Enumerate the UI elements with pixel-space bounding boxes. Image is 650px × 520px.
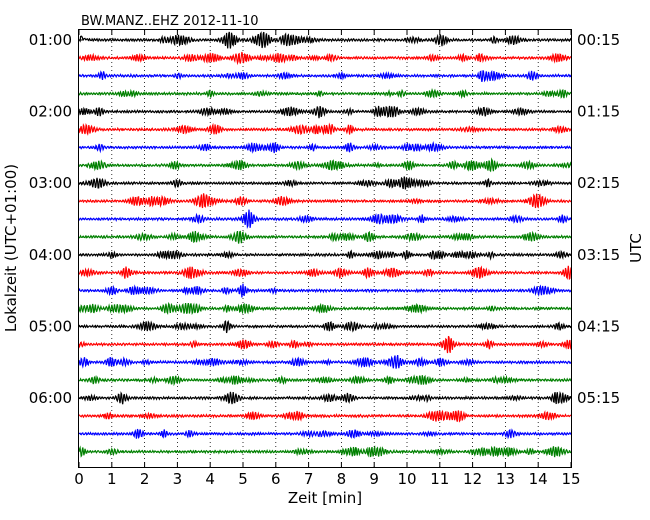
right-tick-label-1: 01:15 bbox=[577, 103, 620, 121]
y-axis-label-right: UTC bbox=[627, 233, 645, 263]
trace-0100 bbox=[78, 31, 572, 49]
right-axis-ticks: 00:15 01:15 02:15 03:15 04:15 05:15 bbox=[566, 31, 620, 407]
x-tick-label-4: 4 bbox=[205, 470, 215, 488]
trace-0215 bbox=[78, 122, 572, 136]
x-tick-label-7: 7 bbox=[304, 470, 314, 488]
trace-0645 bbox=[78, 445, 572, 458]
plot-frame bbox=[78, 29, 572, 468]
left-tick-label-5: 06:00 bbox=[29, 389, 72, 407]
trace-0345 bbox=[78, 230, 572, 244]
seismogram-traces bbox=[78, 31, 572, 458]
trace-0315 bbox=[78, 193, 572, 209]
trace-0515 bbox=[78, 335, 572, 354]
right-tick-label-4: 04:15 bbox=[577, 317, 620, 335]
trace-0400 bbox=[78, 249, 572, 262]
trace-0500 bbox=[78, 319, 572, 334]
right-tick-label-5: 05:15 bbox=[577, 389, 620, 407]
x-axis-label: Zeit [min] bbox=[288, 489, 362, 507]
trace-0330 bbox=[78, 209, 572, 229]
trace-0630 bbox=[78, 428, 572, 440]
trace-0445 bbox=[78, 301, 572, 316]
y-axis-label-left: Lokalzeit (UTC+01:00) bbox=[2, 164, 20, 332]
trace-0200 bbox=[78, 105, 572, 119]
x-tick-label-10: 10 bbox=[397, 470, 416, 488]
x-tick-label-0: 0 bbox=[74, 470, 84, 488]
left-tick-label-0: 01:00 bbox=[29, 31, 72, 49]
x-tick-label-13: 13 bbox=[496, 470, 515, 488]
trace-0545 bbox=[78, 374, 572, 387]
x-tick-label-5: 5 bbox=[238, 470, 248, 488]
trace-0430 bbox=[78, 283, 572, 298]
left-tick-label-3: 04:00 bbox=[29, 246, 72, 264]
trace-0115 bbox=[78, 51, 572, 66]
left-tick-label-1: 02:00 bbox=[29, 103, 72, 121]
trace-0615 bbox=[78, 409, 572, 423]
right-tick-label-2: 02:15 bbox=[577, 174, 620, 192]
x-tick-label-1: 1 bbox=[107, 470, 117, 488]
left-tick-label-4: 05:00 bbox=[29, 317, 72, 335]
trace-0130 bbox=[78, 69, 572, 83]
x-tick-label-8: 8 bbox=[337, 470, 347, 488]
trace-0530 bbox=[78, 354, 572, 369]
left-axis-ticks: 01:00 02:00 03:00 04:00 05:00 06:00 bbox=[29, 31, 84, 407]
trace-0415 bbox=[78, 265, 572, 281]
vertical-gridlines bbox=[111, 30, 539, 467]
x-tick-label-2: 2 bbox=[140, 470, 150, 488]
x-tick-label-3: 3 bbox=[173, 470, 183, 488]
x-tick-label-12: 12 bbox=[463, 470, 482, 488]
right-tick-label-3: 03:15 bbox=[577, 246, 620, 264]
trace-0230 bbox=[78, 140, 572, 154]
trace-0145 bbox=[78, 88, 572, 100]
x-tick-label-14: 14 bbox=[529, 470, 548, 488]
x-tick-label-11: 11 bbox=[430, 470, 449, 488]
trace-0600 bbox=[78, 391, 572, 405]
right-tick-label-0: 00:15 bbox=[577, 31, 620, 49]
x-tick-label-6: 6 bbox=[271, 470, 281, 488]
x-tick-label-9: 9 bbox=[369, 470, 379, 488]
trace-0300 bbox=[78, 176, 572, 190]
x-tick-label-15: 15 bbox=[561, 470, 580, 488]
chart-title: BW.MANZ..EHZ 2012-11-10 bbox=[81, 14, 259, 29]
trace-0245 bbox=[78, 157, 572, 173]
left-tick-label-2: 03:00 bbox=[29, 174, 72, 192]
x-axis-ticks: 0 1 2 3 4 5 6 7 8 9 10 11 12 13 14 15 bbox=[74, 30, 581, 488]
